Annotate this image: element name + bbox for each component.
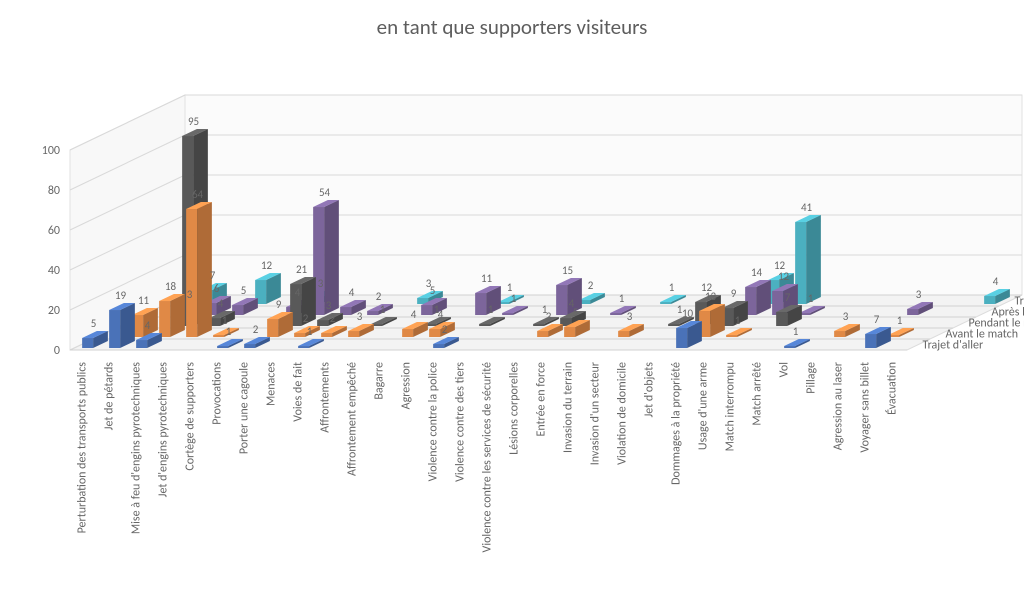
svg-text:5: 5 bbox=[241, 284, 247, 297]
category-label: Jet d'objets bbox=[643, 362, 657, 418]
svg-text:10: 10 bbox=[682, 307, 694, 320]
svg-text:9: 9 bbox=[731, 287, 737, 300]
category-label: Affrontements bbox=[319, 362, 333, 433]
svg-text:13: 13 bbox=[705, 290, 717, 303]
svg-text:5: 5 bbox=[573, 306, 579, 319]
svg-text:3: 3 bbox=[326, 299, 332, 312]
svg-text:11: 11 bbox=[481, 272, 493, 285]
chart-title: en tant que supporters visiteurs bbox=[0, 0, 1024, 40]
category-label: Affrontement empêché bbox=[346, 362, 360, 476]
svg-text:4: 4 bbox=[218, 297, 224, 310]
category-label: Évacuation bbox=[885, 362, 900, 415]
svg-text:12: 12 bbox=[778, 270, 790, 283]
svg-text:0: 0 bbox=[54, 344, 60, 358]
svg-text:14: 14 bbox=[751, 266, 763, 279]
svg-text:3: 3 bbox=[627, 310, 633, 323]
svg-text:19: 19 bbox=[115, 289, 127, 302]
svg-text:1: 1 bbox=[380, 303, 386, 316]
category-label: Usage d'une arme bbox=[697, 362, 711, 450]
svg-text:1: 1 bbox=[488, 303, 494, 316]
category-label: Bagarre bbox=[373, 362, 387, 400]
category-label: Violence contre les services de sécurité bbox=[481, 362, 495, 552]
svg-text:7: 7 bbox=[874, 313, 880, 326]
svg-text:1: 1 bbox=[307, 325, 313, 338]
category-label: Lésions corporelles bbox=[508, 362, 522, 455]
svg-text:9: 9 bbox=[276, 298, 282, 311]
svg-text:100: 100 bbox=[42, 144, 60, 158]
category-label: Jet d'engins pyrotechniques bbox=[157, 362, 171, 498]
category-label: Perturbation des transports publics bbox=[76, 362, 90, 534]
svg-text:1: 1 bbox=[619, 292, 625, 305]
svg-text:11: 11 bbox=[138, 294, 150, 307]
svg-text:40: 40 bbox=[48, 264, 60, 278]
svg-text:95: 95 bbox=[188, 115, 199, 128]
svg-text:41: 41 bbox=[801, 201, 813, 214]
three-d-bar-chart: 0204060801007123312112414365454425111151… bbox=[0, 40, 1024, 610]
svg-text:7: 7 bbox=[785, 291, 791, 304]
category-label: Vol bbox=[778, 362, 792, 377]
category-label: Violation de domicile bbox=[616, 362, 630, 465]
svg-text:4: 4 bbox=[145, 319, 151, 332]
category-label: Agression au laser bbox=[832, 362, 846, 450]
category-label: Invasion du terrain bbox=[562, 362, 576, 453]
svg-text:7: 7 bbox=[210, 269, 216, 282]
svg-text:2: 2 bbox=[376, 290, 382, 303]
category-label: Match arrêté bbox=[751, 362, 765, 426]
svg-text:3: 3 bbox=[916, 288, 922, 301]
svg-text:1: 1 bbox=[511, 292, 517, 305]
svg-text:60: 60 bbox=[48, 224, 60, 238]
svg-text:3: 3 bbox=[843, 310, 849, 323]
category-label: Provocations bbox=[211, 362, 225, 425]
svg-text:64: 64 bbox=[192, 188, 204, 201]
svg-text:1: 1 bbox=[897, 314, 903, 327]
category-label: Mise à feu d'engins pyrotechniques bbox=[130, 362, 144, 534]
category-label: Violence contre la police bbox=[427, 362, 441, 481]
svg-text:Trajet de retour: Trajet de retour bbox=[1015, 295, 1024, 309]
svg-text:2: 2 bbox=[442, 323, 448, 336]
svg-text:4: 4 bbox=[295, 286, 301, 299]
svg-text:3: 3 bbox=[546, 310, 552, 323]
svg-text:4: 4 bbox=[349, 286, 355, 299]
category-label: Dommages à la propriété bbox=[670, 362, 684, 485]
svg-text:15: 15 bbox=[562, 264, 573, 277]
svg-text:2: 2 bbox=[303, 312, 309, 325]
category-label: Entrée en force bbox=[535, 362, 549, 437]
category-label: Cortège de supporters bbox=[184, 362, 198, 471]
svg-text:1: 1 bbox=[793, 325, 799, 338]
svg-text:4: 4 bbox=[993, 275, 999, 288]
category-label: Agression bbox=[400, 362, 414, 409]
svg-text:5: 5 bbox=[430, 284, 436, 297]
svg-text:3: 3 bbox=[318, 277, 324, 290]
svg-text:80: 80 bbox=[48, 184, 60, 198]
category-label: Match interrompu bbox=[724, 362, 738, 451]
svg-text:1: 1 bbox=[808, 292, 814, 305]
svg-text:4: 4 bbox=[411, 308, 417, 321]
svg-text:1: 1 bbox=[735, 314, 741, 327]
category-label: Invasion d'un secteur bbox=[589, 362, 603, 465]
svg-text:4: 4 bbox=[438, 308, 444, 321]
svg-text:3: 3 bbox=[357, 310, 363, 323]
svg-text:2: 2 bbox=[330, 312, 336, 325]
svg-text:5: 5 bbox=[91, 317, 97, 330]
svg-text:21: 21 bbox=[296, 263, 308, 276]
svg-text:1: 1 bbox=[669, 281, 675, 294]
category-label: Voyager sans billet bbox=[859, 362, 873, 453]
svg-text:54: 54 bbox=[319, 186, 331, 199]
category-label: Porter une cagoule bbox=[238, 362, 252, 454]
svg-text:18: 18 bbox=[165, 280, 177, 293]
svg-text:3: 3 bbox=[187, 288, 193, 301]
svg-text:1: 1 bbox=[226, 325, 232, 338]
category-label: Voies de fait bbox=[292, 362, 306, 422]
svg-text:20: 20 bbox=[48, 304, 60, 318]
svg-text:6: 6 bbox=[214, 282, 220, 295]
category-label: Pillage bbox=[805, 362, 819, 394]
category-label: Violence contre des tiers bbox=[454, 362, 468, 482]
svg-text:12: 12 bbox=[261, 259, 273, 272]
svg-text:2: 2 bbox=[588, 279, 594, 292]
category-label: Menaces bbox=[265, 362, 279, 406]
category-label: Jet de pétards bbox=[103, 362, 117, 431]
svg-text:2: 2 bbox=[253, 323, 259, 336]
